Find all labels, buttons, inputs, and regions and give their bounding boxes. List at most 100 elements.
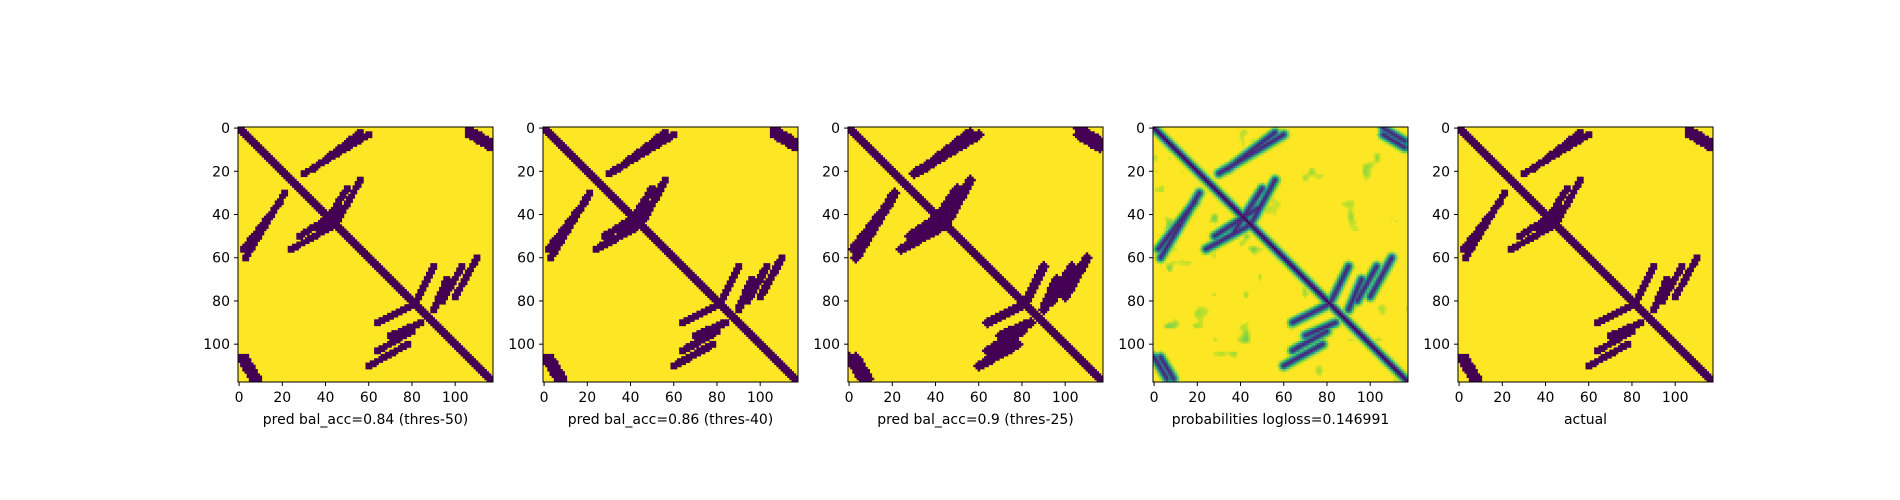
heatmap-cell — [454, 345, 457, 348]
heatmap-cell — [774, 353, 777, 357]
heatmap-cell — [272, 165, 276, 169]
heatmap-cell — [454, 297, 457, 301]
heatmap-cell — [648, 146, 652, 149]
heatmap-cell — [679, 362, 682, 366]
heatmap-cell — [646, 200, 650, 203]
heatmap-cell — [679, 263, 682, 266]
heatmap-cell — [309, 202, 312, 206]
heatmap-cell — [238, 127, 241, 130]
heatmap-cell — [971, 129, 974, 132]
heatmap-cell — [904, 235, 907, 238]
heatmap-cell — [428, 319, 431, 322]
heatmap-cell — [923, 200, 927, 203]
heatmap-cell — [789, 371, 792, 374]
heatmap-cell — [607, 243, 611, 247]
heatmap-cell — [889, 168, 892, 171]
heatmap-cell — [395, 282, 399, 286]
heatmap-cell — [618, 237, 622, 240]
heatmap-cell — [638, 152, 641, 156]
heatmap-cell — [750, 276, 753, 279]
heatmap-cell — [363, 133, 366, 136]
heatmap-cell — [947, 217, 950, 221]
heatmap-cell — [908, 230, 912, 234]
heatmap-cell — [966, 181, 970, 184]
heatmap-cell — [419, 310, 423, 314]
heatmap-cell — [555, 135, 559, 139]
heatmap-cell — [852, 252, 855, 255]
heatmap-cell — [681, 319, 684, 322]
heatmap-cell — [748, 286, 751, 290]
x-tick-label: 100 — [442, 390, 469, 406]
heatmap-cell — [785, 135, 788, 139]
heatmap-cell — [981, 260, 985, 264]
heatmap-cell — [969, 185, 972, 188]
heatmap-cell — [696, 351, 699, 355]
heatmap-cell — [756, 338, 760, 342]
heatmap-cell — [1077, 273, 1080, 277]
heatmap-cell — [346, 206, 349, 210]
heatmap-cell — [893, 189, 896, 193]
heatmap-cell — [341, 206, 345, 210]
heatmap-cell — [884, 204, 888, 208]
heatmap-cell — [772, 135, 775, 139]
heatmap-cell — [644, 219, 648, 223]
heatmap-cell — [778, 263, 782, 266]
heatmap-cell — [629, 222, 632, 225]
heatmap-cell — [659, 137, 663, 141]
heatmap-cell — [878, 159, 881, 162]
heatmap-cell — [746, 282, 749, 286]
heatmap-cell — [376, 351, 379, 355]
heatmap-cell — [571, 222, 574, 225]
heatmap-cell — [250, 135, 254, 139]
heatmap-cell — [462, 267, 466, 270]
heatmap-cell — [441, 299, 444, 303]
x-tick-label: 20 — [578, 390, 596, 406]
heatmap-cell — [272, 209, 276, 212]
x-tick-label: 40 — [622, 390, 640, 406]
heatmap-cell — [672, 131, 676, 134]
heatmap-cell — [748, 284, 751, 288]
heatmap-cell — [590, 191, 594, 195]
heatmap-cell — [480, 371, 483, 374]
heatmap-cell — [648, 228, 652, 232]
heatmap-cell — [380, 345, 384, 348]
heatmap-cell — [352, 193, 356, 197]
heatmap-cell — [737, 263, 740, 266]
heatmap-cell — [456, 340, 459, 344]
heatmap-cell — [346, 139, 349, 143]
heatmap-cell — [873, 217, 877, 221]
heatmap-cell — [694, 312, 697, 316]
heatmap-cell — [889, 200, 892, 203]
heatmap-cell — [748, 302, 751, 305]
heatmap-cell — [707, 327, 710, 331]
heatmap-cell — [337, 224, 340, 227]
heatmap-cell — [451, 293, 455, 296]
heatmap-cell — [878, 224, 881, 227]
heatmap-cell — [549, 366, 552, 370]
heatmap-cell — [266, 219, 269, 223]
heatmap-cell — [317, 202, 321, 206]
heatmap-cell — [335, 211, 338, 214]
heatmap-cell — [458, 349, 461, 353]
heatmap-cell — [904, 245, 907, 249]
heatmap-cell — [330, 217, 334, 221]
heatmap-cell — [562, 150, 565, 154]
heatmap-cell — [633, 150, 637, 154]
heatmap-cell — [789, 137, 792, 141]
heatmap-cell — [683, 356, 686, 359]
heatmap-cell — [419, 319, 423, 322]
heatmap-cell — [553, 252, 557, 255]
heatmap-cell — [584, 202, 587, 206]
heatmap-cell — [274, 165, 278, 169]
heatmap-cell — [793, 379, 797, 383]
heatmap-cell — [953, 209, 957, 212]
heatmap-cell — [555, 252, 559, 255]
heatmap-cell — [696, 340, 699, 344]
heatmap-cell — [921, 163, 924, 167]
heatmap-cell — [545, 129, 548, 132]
heatmap-cell — [382, 347, 386, 350]
heatmap-cell — [988, 265, 991, 268]
heatmap-cell — [1079, 137, 1082, 141]
heatmap-cell — [921, 168, 924, 171]
heatmap-cell — [315, 230, 319, 234]
